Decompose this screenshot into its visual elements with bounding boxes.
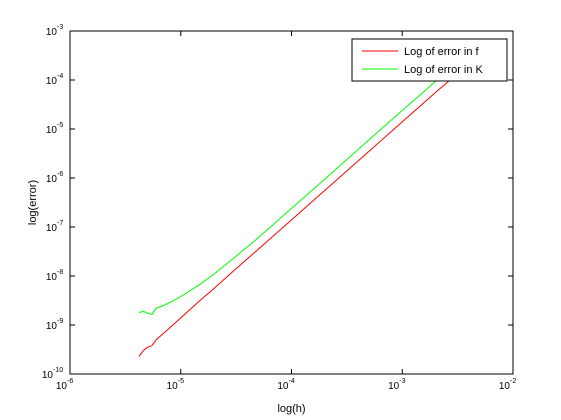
y-tick-label-base: 10 <box>46 125 58 136</box>
x-axis-label: log(h) <box>277 403 305 415</box>
y-tick-label-exp: -8 <box>57 269 63 276</box>
y-tick-label-exp: -6 <box>57 171 63 178</box>
y-tick-label-base: 10 <box>46 272 58 283</box>
y-tick-label-exp: -9 <box>57 318 63 325</box>
x-tick-label-exp: -5 <box>178 378 184 385</box>
x-tick-label-base: 10 <box>499 381 511 392</box>
y-tick-label-base: 10 <box>46 321 58 332</box>
x-tick-label-exp: -3 <box>399 378 405 385</box>
x-tick-label-exp: -2 <box>510 378 516 385</box>
x-tick-label-base: 10 <box>277 381 289 392</box>
legend-label-f: Log of error in f <box>404 46 480 58</box>
y-tick-label-base: 10 <box>46 76 58 87</box>
y-tick-label-exp: -4 <box>57 73 63 80</box>
y-tick-label-base: 10 <box>46 174 58 185</box>
legend-label-k: Log of error in K <box>404 64 484 76</box>
y-tick-label-base: 10 <box>46 223 58 234</box>
y-tick-label-base: 10 <box>42 370 54 381</box>
x-tick-label-base: 10 <box>167 381 179 392</box>
x-tick-label-base: 10 <box>56 381 68 392</box>
y-tick-label-exp: -7 <box>57 220 63 227</box>
y-tick-label-exp: -3 <box>57 24 63 31</box>
y-tick-label-exp: -10 <box>53 367 63 374</box>
x-tick-label-exp: -6 <box>67 378 73 385</box>
x-tick-label-base: 10 <box>388 381 400 392</box>
y-axis-label: log(error) <box>27 180 39 225</box>
x-tick-label-exp: -4 <box>289 378 295 385</box>
y-tick-label-exp: -5 <box>57 122 63 129</box>
y-tick-label-base: 10 <box>46 27 58 38</box>
legend: Log of error in f Log of error in K <box>352 39 507 81</box>
